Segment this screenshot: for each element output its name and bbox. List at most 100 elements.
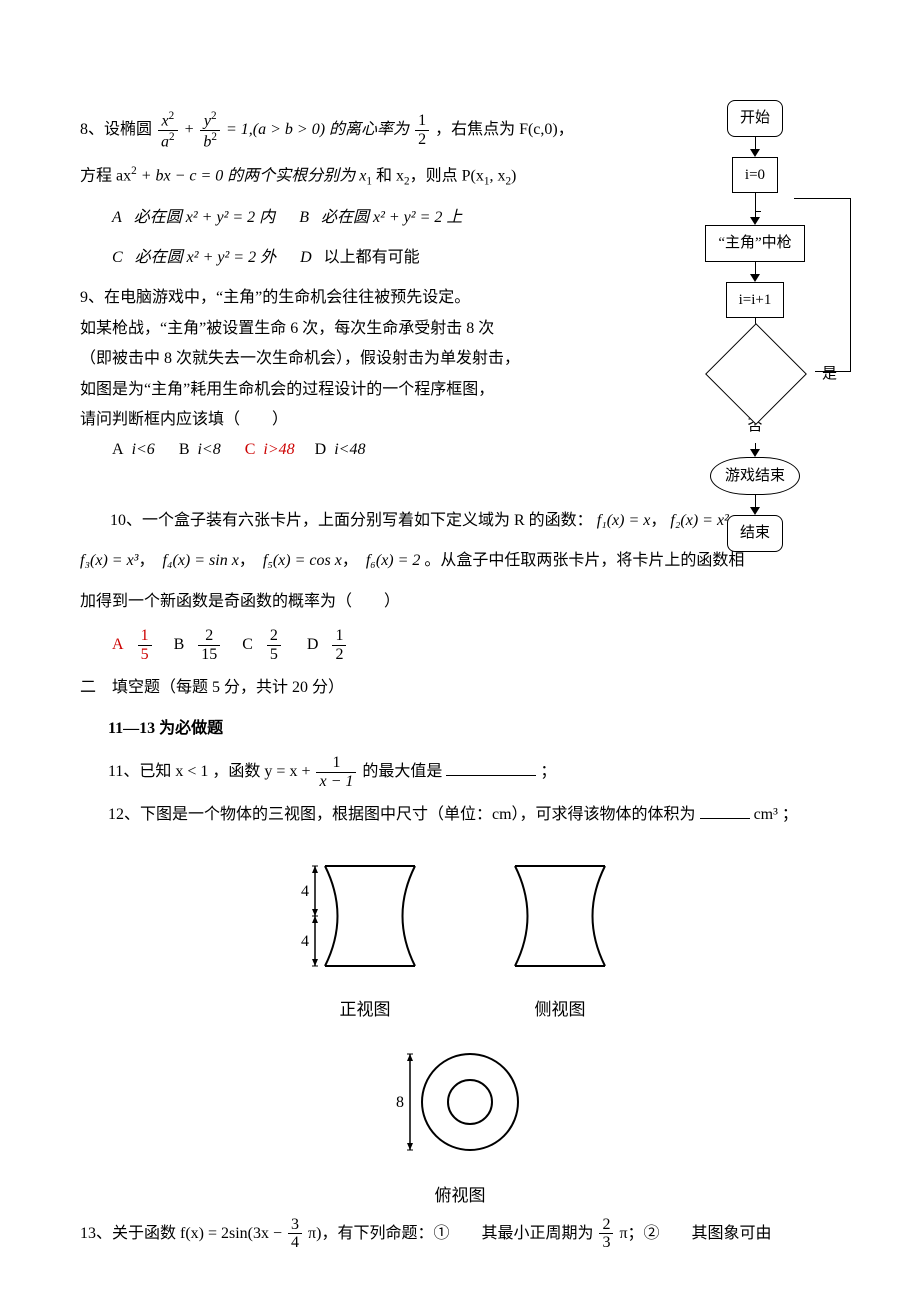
q13-tail: π；② 其图象可由 [619, 1225, 771, 1242]
q11-tail: 的最大值是 [362, 763, 442, 780]
q9-optC-label: C [245, 441, 256, 458]
q8-optB: 必在圆 x² + y² = 2 上 [321, 209, 462, 226]
q8-text: 8、设椭圆 [80, 121, 152, 138]
q11-num: 1 [316, 754, 356, 773]
q10-optB-label: B [174, 636, 185, 653]
q10-optA-num: 1 [138, 627, 152, 646]
q13-den1: 4 [288, 1234, 302, 1252]
q12-unit: cm³ [754, 806, 778, 823]
q10-c3: ， [138, 552, 154, 569]
flow-yes-label: 是 [822, 360, 837, 389]
side-view-svg [495, 846, 625, 976]
q10-optB-num: 2 [198, 627, 220, 646]
question-9: 9、在电脑游戏中，“主角”的生命机会往往被预先设定。 如某枪战，“主角”被设置生… [80, 283, 580, 465]
q9-optD: i<48 [334, 441, 365, 458]
q9-l5: 请问判断框内应该填（ ） [80, 405, 580, 435]
q8-optB-label: B [299, 209, 309, 226]
q8-optA: 必在圆 x² + y² = 2 内 [134, 209, 275, 226]
flowchart: 开始 i=0 “主角”中枪 i=i+1 是 否 游戏结束 结束 [655, 100, 855, 552]
q9-optA-label: A [112, 441, 124, 458]
three-views: 4 4 正视图 侧视图 [80, 846, 840, 1026]
svg-text:4: 4 [301, 883, 309, 900]
q9-l4: 如图是为“主角”耗用生命机会的过程设计的一个程序框图， [80, 375, 580, 405]
q8-eq2-tail3: ) [511, 167, 516, 184]
q11-pre: 11、已知 x < 1 ，函数 y = x + [108, 763, 314, 780]
q10-options: A 15 B 215 C 25 D 12 [80, 627, 840, 663]
q9-l1: 9、在电脑游戏中，“主角”的生命机会往往被预先设定。 [80, 283, 580, 313]
question-13: 13、关于函数 f(x) = 2sin(3x − 34 π)，有下列命题：① 其… [80, 1216, 840, 1252]
q8-eq2-pre: 方程 ax [80, 167, 131, 184]
svg-text:4: 4 [301, 933, 309, 950]
q10-c4: ， [239, 552, 255, 569]
top-view-caption: 俯视图 [390, 1180, 530, 1212]
q9-optD-label: D [315, 441, 327, 458]
q10-optC-num: 2 [267, 627, 281, 646]
q13-den2: 3 [599, 1234, 613, 1252]
question-8: 8、设椭圆 x2a2 + y2b2 = 1,(a > b > 0) 的离心率为 … [80, 110, 580, 151]
q8-num2: y [204, 112, 211, 129]
q9-l2: 如某枪战，“主角”被设置生命 6 次，每次生命承受射击 8 次 [80, 314, 580, 344]
q9-optB: i<8 [197, 441, 220, 458]
q11-den: x − 1 [316, 773, 356, 791]
q8-half-num: 1 [415, 112, 429, 131]
subsection-title: 11—13 为必做题 [80, 714, 840, 744]
q10-tail: 。从盒子中任取两张卡片，将卡片上的函数相 [424, 552, 744, 569]
q10-optD-label: D [307, 636, 319, 653]
q10-optD-num: 1 [332, 627, 346, 646]
top-view-svg: 8 [390, 1042, 530, 1162]
q13-num1: 3 [288, 1216, 302, 1235]
q8-options-row1: A 必在圆 x² + y² = 2 内 B 必在圆 x² + y² = 2 上 [80, 203, 612, 233]
flow-decision: 是 [695, 338, 815, 408]
q9-optB-label: B [179, 441, 190, 458]
flow-box-inc: i=i+1 [726, 282, 785, 319]
q10-f1: f₁(x) = x [597, 512, 651, 529]
flow-gameover: 游戏结束 [710, 457, 800, 496]
q12-semi: ； [782, 806, 798, 823]
q11-semi: ； [540, 763, 556, 780]
q8-eq2-mid: + bx − c = 0 的两个实根分别为 x [137, 167, 367, 184]
q10-optC-label: C [242, 636, 253, 653]
q12-text: 12、下图是一个物体的三视图，根据图中尺寸（单位：cm），可求得该物体的体积为 [108, 806, 696, 823]
flow-box-i0: i=0 [732, 157, 778, 194]
question-11: 11、已知 x < 1 ，函数 y = x + 1x − 1 的最大值是 ； [80, 754, 840, 790]
q11-blank [446, 760, 536, 775]
q9-optC: i>48 [263, 441, 294, 458]
flow-end: 结束 [727, 515, 783, 552]
q10-optD-den: 2 [332, 646, 346, 664]
front-view: 4 4 正视图 [295, 846, 435, 1026]
q8-optC-label: C [112, 249, 123, 266]
q8-after-half: ，右焦点为 F(c,0)， [435, 121, 574, 138]
front-view-svg: 4 4 [295, 846, 435, 976]
q8-optD: 以上都有可能 [324, 249, 420, 266]
q10-optA-label: A [112, 636, 124, 653]
q10-l1a: 10、一个盒子装有六张卡片，上面分别写着如下定义域为 R 的函数： [110, 512, 593, 529]
q8-eq2-and: 和 x [372, 167, 404, 184]
q13-pre: 13、关于函数 f(x) = 2sin(3x − [80, 1225, 286, 1242]
side-view: 侧视图 [495, 846, 625, 1026]
q10-optA-den: 5 [138, 646, 152, 664]
q8-half-den: 2 [415, 131, 429, 149]
q8-eq2-tail: ，则点 P(x [410, 167, 484, 184]
side-view-caption: 侧视图 [495, 994, 625, 1026]
q8-eq-tail: = 1,(a > b > 0) 的离心率为 [226, 121, 409, 138]
question-10-line3: 加得到一个新函数是奇函数的概率为（ ） [80, 587, 840, 617]
section-2-title: 二 填空题（每题 5 分，共计 20 分） [80, 673, 840, 703]
q10-f6: f₆(x) = 2 [366, 552, 421, 569]
q10-optB-den: 15 [198, 646, 220, 664]
q12-blank [700, 804, 750, 819]
q9-optA: i<6 [132, 441, 155, 458]
q8-options-row2: C 必在圆 x² + y² = 2 外 D 以上都有可能 [80, 243, 612, 273]
q13-mid: π)，有下列命题：① 其最小正周期为 [308, 1225, 593, 1242]
q8-num1: x [161, 112, 168, 129]
q8-optD-label: D [300, 249, 312, 266]
q10-c5: ， [342, 552, 358, 569]
q8-eq2-tail2: , x [489, 167, 505, 184]
front-view-caption: 正视图 [295, 994, 435, 1026]
q10-f4: f₄(x) = sin x [162, 552, 238, 569]
flow-start: 开始 [727, 100, 783, 137]
q10-f5: f₅(x) = cos x [263, 552, 342, 569]
q8-optC: 必在圆 x² + y² = 2 外 [135, 249, 276, 266]
q10-optC-den: 5 [267, 646, 281, 664]
top-view-row: 8 俯视图 [80, 1042, 840, 1212]
top-view: 8 俯视图 [390, 1042, 530, 1212]
